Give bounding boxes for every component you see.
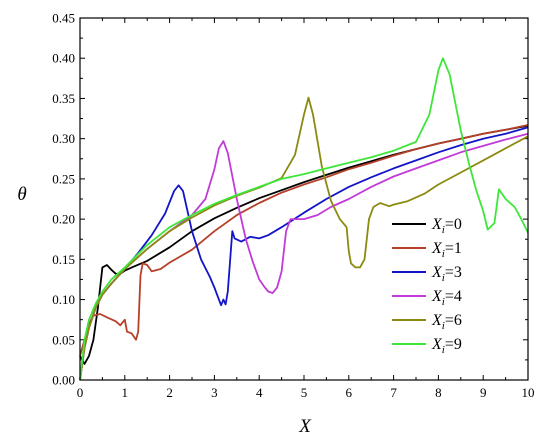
x-tick-label: 8 xyxy=(435,385,442,400)
x-axis-title: X xyxy=(298,416,312,437)
legend-label: Xi=3 xyxy=(431,264,462,284)
x-tick-label: 1 xyxy=(122,385,129,400)
y-tick-label: 0.20 xyxy=(52,212,75,227)
legend-label: Xi=9 xyxy=(431,336,462,356)
y-tick-label: 0.30 xyxy=(52,131,75,146)
legend-label: Xi=0 xyxy=(431,216,462,236)
y-tick-label: 0.25 xyxy=(52,171,75,186)
legend: Xi=0 Xi=1 Xi=3 Xi=4 Xi=6 Xi=9 xyxy=(392,216,462,356)
series-line-xi-1 xyxy=(79,124,529,357)
series-line-xi-9 xyxy=(79,57,529,381)
y-tick-label: 0.10 xyxy=(52,292,75,307)
x-tick-label: 3 xyxy=(211,385,218,400)
x-tick-label: 0 xyxy=(77,385,84,400)
x-tick-label: 5 xyxy=(301,385,308,400)
legend-label: Xi=1 xyxy=(431,240,462,260)
series-lines xyxy=(79,57,529,381)
x-tick-label: 4 xyxy=(256,385,263,400)
plot-frame xyxy=(79,17,529,381)
y-axis-title: θ xyxy=(17,184,26,205)
legend-label: Xi=4 xyxy=(431,288,462,308)
x-tick-label: 2 xyxy=(166,385,173,400)
x-tick-label: 6 xyxy=(346,385,353,400)
x-tick-label: 10 xyxy=(522,385,535,400)
y-tick-label: 0.35 xyxy=(52,91,75,106)
y-tick-label: 0.45 xyxy=(52,11,75,26)
x-tick-label: 9 xyxy=(480,385,487,400)
y-tick-label: 0.00 xyxy=(52,373,75,388)
axes: 0 1 2 3 4 5 6 7 8 9 10 0.00 0.05 0.10 0.15 0.20 0.25 0.30… xyxy=(52,11,534,401)
series-line-xi-6 xyxy=(79,96,529,381)
legend-label: Xi=6 xyxy=(431,312,462,332)
y-tick-label: 0.05 xyxy=(52,332,75,347)
y-tick-label: 0.15 xyxy=(52,252,75,267)
x-tick-label: 7 xyxy=(390,385,397,400)
y-tick-label: 0.40 xyxy=(52,51,75,66)
plot-border xyxy=(79,17,529,381)
